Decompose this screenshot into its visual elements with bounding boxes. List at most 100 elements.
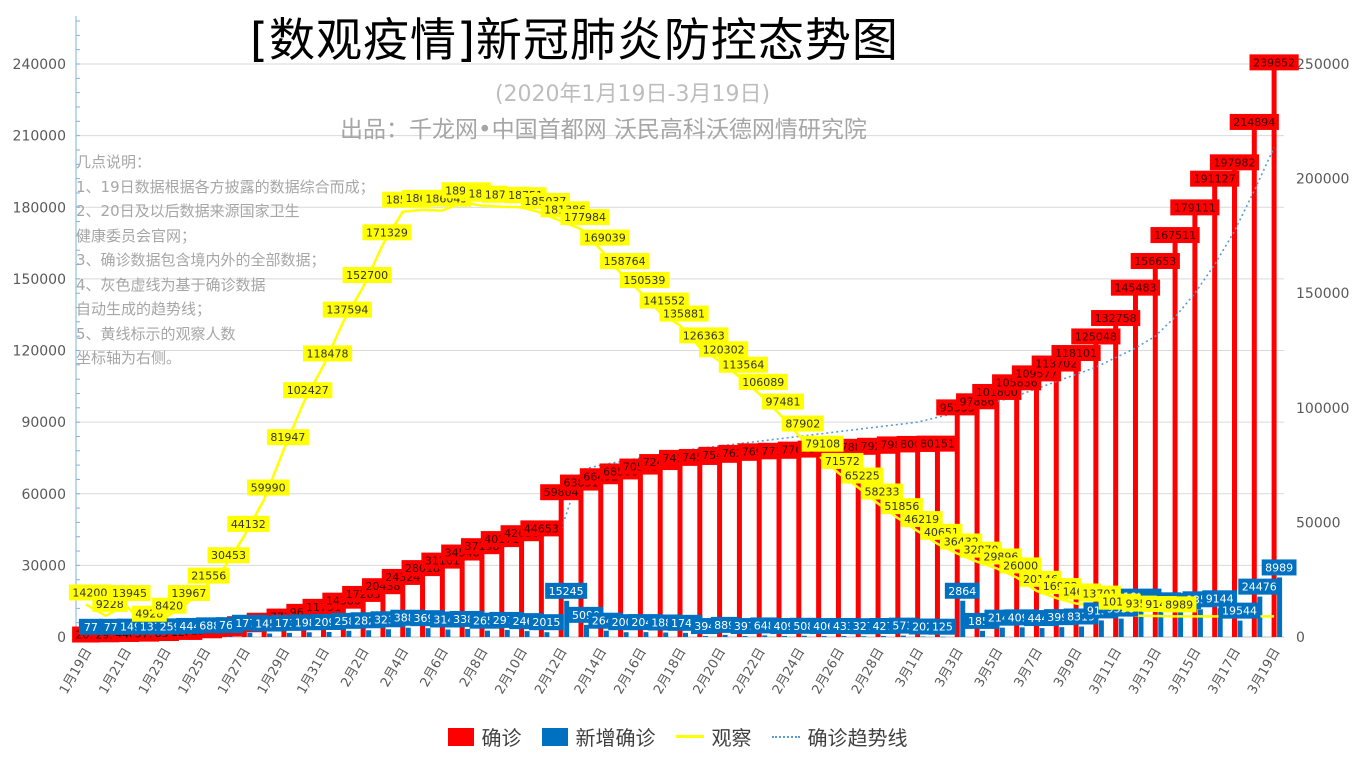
data-label-observation-box: [227, 515, 270, 532]
data-label-confirmed-box: [1051, 345, 1101, 362]
bar-new-confirmed: [980, 630, 986, 637]
chart-subtitle: (2020年1月19日-3月19日): [494, 82, 771, 107]
data-label-observation-box: [762, 393, 805, 410]
note-line: 1、19日数据根据各方披露的数据综合而成；: [76, 177, 375, 196]
legend-label: 新增确诊: [575, 726, 656, 750]
bar-confirmed: [657, 464, 663, 637]
legend-item-new-confirmed: 新增确诊: [541, 722, 656, 751]
bar-new-confirmed: [1217, 608, 1223, 637]
bar-new-confirmed: [821, 636, 827, 637]
bar-confirmed: [816, 450, 822, 637]
legend-swatch: [771, 735, 800, 738]
data-label-observation: 9228: [96, 598, 124, 611]
data-label-new-confirmed: 2015: [532, 616, 560, 629]
data-label-confirmed: 239852: [1253, 56, 1295, 69]
bar-confirmed: [558, 494, 564, 637]
data-label-observation-box: [861, 483, 904, 500]
data-label-observation-box: [108, 585, 151, 602]
x-tick-label: 1月31日: [295, 646, 333, 698]
data-label-observation: 65225: [845, 470, 880, 483]
bar-new-confirmed: [306, 632, 312, 637]
x-tick-label: 2月8日: [457, 646, 491, 690]
data-label-observation-box: [167, 584, 210, 601]
data-label-confirmed-box: [1249, 54, 1299, 71]
bar-new-confirmed: [564, 600, 570, 637]
data-label-new-confirmed: 77: [104, 621, 118, 634]
bar-confirmed: [796, 451, 802, 637]
data-label-observation: 30453: [211, 549, 246, 562]
y-right-tick-label: 0: [1296, 630, 1305, 646]
bar-new-confirmed: [247, 632, 253, 637]
legend-label: 确诊趋势线: [807, 726, 908, 750]
bar-new-confirmed: [722, 634, 728, 637]
bar-confirmed: [1014, 384, 1020, 637]
data-label-observation-box: [362, 224, 412, 241]
data-label-confirmed-box: [1229, 113, 1279, 130]
bar-new-confirmed: [782, 636, 788, 637]
bar-confirmed: [875, 447, 881, 637]
note-line: 自动生成的趋势线；: [76, 300, 212, 318]
data-label-observation-box: [151, 597, 187, 614]
note-line: 健康委员会官网；: [76, 226, 197, 245]
bar-new-confirmed: [940, 636, 946, 638]
data-label-observation: 113564: [722, 359, 764, 372]
x-tick-label: 2月18日: [651, 646, 689, 698]
data-label-observation-box: [599, 253, 650, 270]
x-tick-label: 2月20日: [691, 646, 729, 698]
x-tick-label: 2月12日: [532, 646, 570, 698]
data-label-observation-box: [821, 452, 864, 469]
data-label-observation-box: [718, 356, 769, 373]
data-label-confirmed: 44653: [524, 522, 559, 535]
data-label-observation: 97481: [766, 396, 801, 409]
x-tick-label: 2月2日: [338, 646, 372, 690]
bar-new-confirmed: [484, 630, 490, 637]
data-label-new-confirmed: 77: [84, 621, 98, 634]
data-label-new-confirmed-box: [1238, 578, 1281, 595]
data-label-observation: 135881: [663, 308, 705, 321]
bar-confirmed: [915, 445, 921, 637]
bar-confirmed: [1192, 209, 1198, 637]
bar-new-confirmed: [1138, 606, 1144, 637]
data-label-observation: 118478: [307, 347, 349, 360]
note-line: 坐标轴为右侧。: [76, 349, 182, 367]
bar-confirmed: [736, 454, 742, 637]
data-label-observation: 137594: [326, 304, 368, 317]
data-label-observation: 26000: [1003, 559, 1038, 572]
bar-confirmed: [677, 459, 683, 637]
data-label-observation: 102427: [287, 384, 329, 397]
notes-block: 几点说明： 1、19日数据根据各方披露的数据综合而成； 2、20日及以后数据来源…: [76, 150, 375, 371]
line-observation: [85, 201, 1275, 628]
data-label-new-confirmed: 508: [793, 620, 814, 633]
bar-confirmed: [974, 403, 980, 637]
x-tick-label: 3月19日: [1245, 646, 1283, 698]
bar-new-confirmed: [920, 636, 926, 638]
data-label-new-confirmed: 327: [853, 620, 874, 633]
bar-new-confirmed: [366, 630, 372, 637]
data-label-observation: 8420: [155, 600, 183, 613]
bar-new-confirmed: [900, 635, 906, 637]
data-label-new-confirmed: 427: [873, 620, 894, 633]
bar-confirmed: [1271, 64, 1277, 638]
data-label-new-confirmed: 149: [120, 621, 141, 634]
data-label-confirmed-box: [1170, 199, 1220, 216]
bar-new-confirmed: [1019, 627, 1025, 637]
data-label-observation: 46219: [904, 513, 939, 526]
y-right-tick-label: 200000: [1296, 172, 1349, 188]
bar-new-confirmed: [702, 636, 708, 637]
data-label-observation: 51856: [884, 500, 919, 513]
data-label-observation-box: [342, 267, 392, 284]
bar-new-confirmed: [999, 627, 1005, 637]
bar-new-confirmed: [1059, 627, 1065, 637]
x-tick-label: 2月6日: [418, 646, 452, 690]
x-tick-label: 2月28日: [849, 646, 887, 698]
data-label-confirmed-box: [1091, 310, 1141, 327]
data-label-new-confirmed: 889: [714, 619, 735, 632]
data-label-observation: 141552: [643, 295, 685, 308]
y-left-tick-label: 0: [57, 630, 66, 646]
bar-new-confirmed: [643, 632, 649, 637]
bar-new-confirmed: [1197, 609, 1203, 637]
data-label-observation: 21556: [191, 570, 226, 583]
data-label-new-confirmed: 24476: [1242, 581, 1277, 594]
data-label-new-confirmed: 409: [774, 620, 795, 633]
chart-producer: 出品：千龙网•中国首都网 沃民高科沃德网情研究院: [340, 117, 867, 143]
